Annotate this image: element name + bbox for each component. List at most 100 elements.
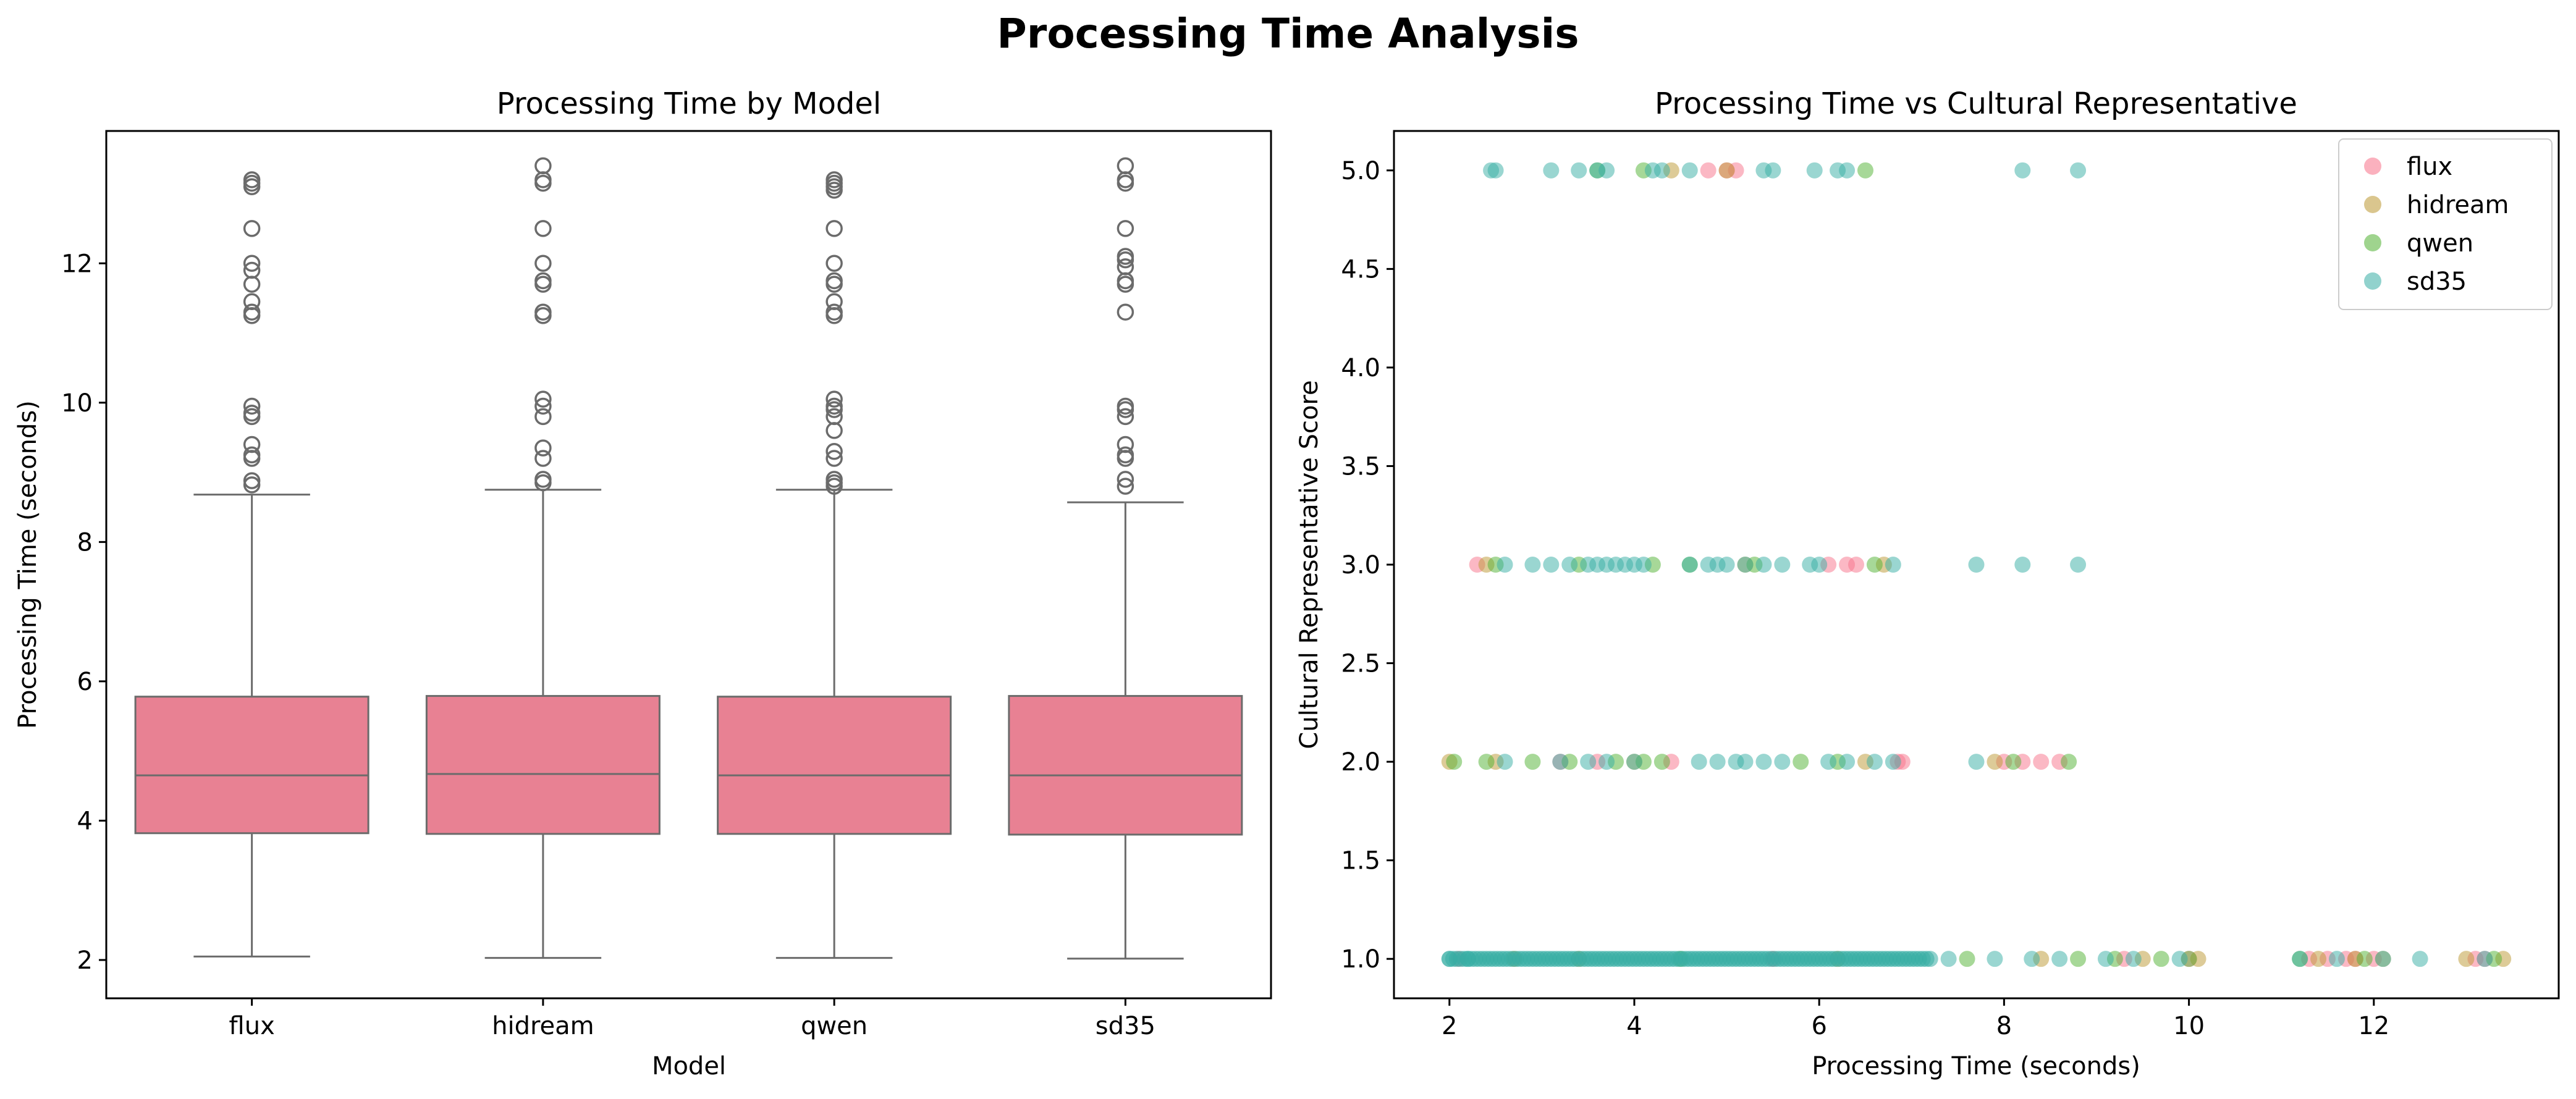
y-tick-label: 4 (77, 807, 93, 835)
scatter-panel: Processing Time vs Cultural Representati… (1295, 86, 2560, 1080)
data-point (2024, 951, 2040, 967)
data-point (1987, 951, 2003, 967)
legend-label-sd35: sd35 (2407, 267, 2467, 296)
y-tick-label: 1.0 (1341, 945, 1380, 974)
legend-label-qwen: qwen (2407, 229, 2473, 258)
data-point (1653, 754, 1670, 770)
scatter-legend: flux hidream qwen sd35 (2338, 138, 2553, 310)
data-point (2328, 951, 2345, 967)
scatter-frame (1393, 130, 2560, 1000)
y-tick-label: 8 (77, 528, 93, 557)
data-point (1737, 754, 1754, 770)
data-point (2070, 162, 2087, 179)
outlier-point (1117, 450, 1134, 467)
outlier-point (826, 255, 843, 272)
x-tick-label: 12 (2358, 1012, 2389, 1040)
y-tick-label: 5.0 (1341, 157, 1380, 185)
boxplot-y-axis: 2 4 6 8 10 12 (61, 250, 106, 975)
boxplot-plot-area (134, 157, 1243, 960)
data-point (2356, 951, 2373, 967)
data-point (2061, 754, 2077, 770)
data-point (1718, 557, 1735, 573)
data-point (1987, 754, 2003, 770)
boxplot-frame (105, 130, 1272, 1000)
data-point (1774, 754, 1791, 770)
scatter-x-axis-label: Processing Time (seconds) (1812, 1052, 2140, 1080)
data-point (1524, 754, 1541, 770)
data-point (2458, 951, 2475, 967)
data-point (2097, 951, 2114, 967)
data-point (1968, 754, 1985, 770)
outlier-point (243, 476, 261, 494)
outlier-point (826, 276, 843, 293)
outlier-point (826, 303, 843, 321)
outlier-point (826, 397, 843, 415)
data-point (1839, 754, 1856, 770)
iqr-box (425, 695, 661, 835)
legend-marker-flux (2364, 158, 2381, 175)
data-point (1580, 754, 1597, 770)
box-hidream (425, 157, 661, 959)
outlier-point (826, 307, 843, 324)
data-point (1691, 754, 1707, 770)
data-point (1459, 951, 1476, 967)
outlier-point (1117, 471, 1134, 488)
y-tick-label: 2.5 (1341, 650, 1380, 678)
outlier-point (826, 442, 843, 460)
y-tick-label: 1.5 (1341, 847, 1380, 875)
x-tick-label: 2 (1442, 1012, 1457, 1040)
outlier-point (1117, 258, 1134, 276)
outlier-point (1117, 171, 1134, 188)
series-sd35 (1441, 162, 2493, 967)
outlier-point (826, 450, 843, 467)
y-tick-label: 3.5 (1341, 452, 1380, 481)
data-point (1709, 754, 1726, 770)
data-point (1681, 557, 1698, 573)
data-point (1755, 557, 1772, 573)
data-point (1959, 951, 1975, 967)
iqr-box (1008, 695, 1243, 836)
data-point (1478, 754, 1495, 770)
x-tick-label: 6 (1811, 1012, 1826, 1040)
data-point (2005, 754, 2022, 770)
x-tick-label: hidream (492, 1012, 594, 1040)
outlier-point (243, 293, 261, 311)
data-point (1653, 162, 1670, 179)
data-point (1839, 162, 1856, 179)
data-point (2014, 162, 2031, 179)
data-point (2412, 951, 2428, 967)
outlier-point (826, 422, 843, 439)
y-tick-label: 10 (61, 389, 93, 418)
outlier-point (826, 474, 843, 492)
outlier-point (534, 439, 552, 457)
outlier-point (243, 276, 261, 293)
outlier-point (534, 307, 552, 324)
outlier-point (1117, 436, 1134, 453)
outlier-point (534, 303, 552, 321)
outlier-point (1117, 446, 1134, 464)
x-tick-label: 4 (1626, 1012, 1642, 1040)
outlier-point (243, 436, 261, 453)
data-point (2477, 951, 2493, 967)
box-flux (134, 171, 370, 958)
box-qwen (717, 171, 952, 959)
outlier-point (1117, 174, 1134, 192)
data-point (1820, 754, 1837, 770)
y-tick-label: 6 (77, 668, 93, 696)
data-point (1497, 557, 1513, 573)
outlier-point (826, 220, 843, 237)
data-point (1552, 754, 1569, 770)
outlier-point (534, 397, 552, 415)
outlier-point (826, 390, 843, 408)
data-point (1626, 754, 1642, 770)
y-tick-label: 2 (77, 946, 93, 975)
data-point (1922, 951, 1938, 967)
scatter-y-axis: 1.0 1.5 2.0 2.5 3.0 3.5 4.0 4.5 5.0 (1341, 157, 1394, 974)
data-point (2292, 951, 2308, 967)
data-point (1857, 162, 1873, 179)
scatter-title: Processing Time vs Cultural Representati… (1655, 86, 2297, 121)
outlier-point (243, 303, 261, 321)
data-point (1848, 557, 1865, 573)
x-tick-label: sd35 (1096, 1012, 1155, 1040)
scatter-y-axis-label: Cultural Representative Score (1295, 380, 1324, 749)
